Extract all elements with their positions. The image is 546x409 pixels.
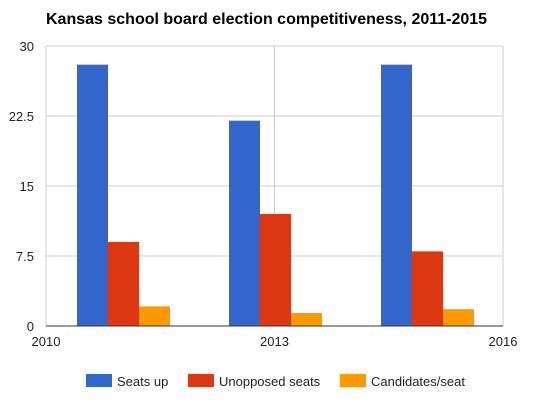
legend-label: Candidates/seat — [371, 374, 465, 389]
legend-swatch — [86, 374, 112, 387]
y-tick-label: 7.5 — [16, 249, 34, 264]
legend[interactable]: Seats up Unopposed seats Candidates/seat — [86, 374, 465, 389]
y-tick-label: 0 — [27, 319, 34, 334]
bar[interactable] — [443, 309, 474, 326]
bar[interactable] — [291, 312, 322, 326]
x-axis-ticks: 2010 2013 2016 — [32, 334, 518, 349]
bar[interactable] — [381, 64, 412, 327]
legend-swatch — [340, 374, 366, 387]
legend-item[interactable]: Candidates/seat — [340, 374, 465, 389]
y-tick-label: 22.5 — [9, 109, 34, 124]
chart-title: Kansas school board election competitive… — [46, 11, 487, 28]
bar[interactable] — [139, 306, 170, 326]
y-axis-ticks: 0 7.5 15 22.5 30 — [9, 39, 34, 334]
bar[interactable] — [77, 64, 108, 327]
x-tick-label: 2013 — [260, 334, 289, 349]
legend-swatch — [188, 374, 214, 387]
y-tick-label: 15 — [20, 179, 34, 194]
bars — [77, 64, 474, 327]
x-tick-label: 2010 — [32, 334, 61, 349]
bar[interactable] — [108, 242, 139, 326]
bar[interactable] — [260, 214, 291, 326]
legend-label: Unopposed seats — [219, 374, 321, 389]
x-tick-label: 2016 — [489, 334, 518, 349]
legend-item[interactable]: Unopposed seats — [188, 374, 321, 389]
bar[interactable] — [412, 251, 443, 326]
legend-item[interactable]: Seats up — [86, 374, 168, 389]
legend-label: Seats up — [117, 374, 168, 389]
bar[interactable] — [229, 120, 260, 327]
y-tick-label: 30 — [20, 39, 34, 54]
